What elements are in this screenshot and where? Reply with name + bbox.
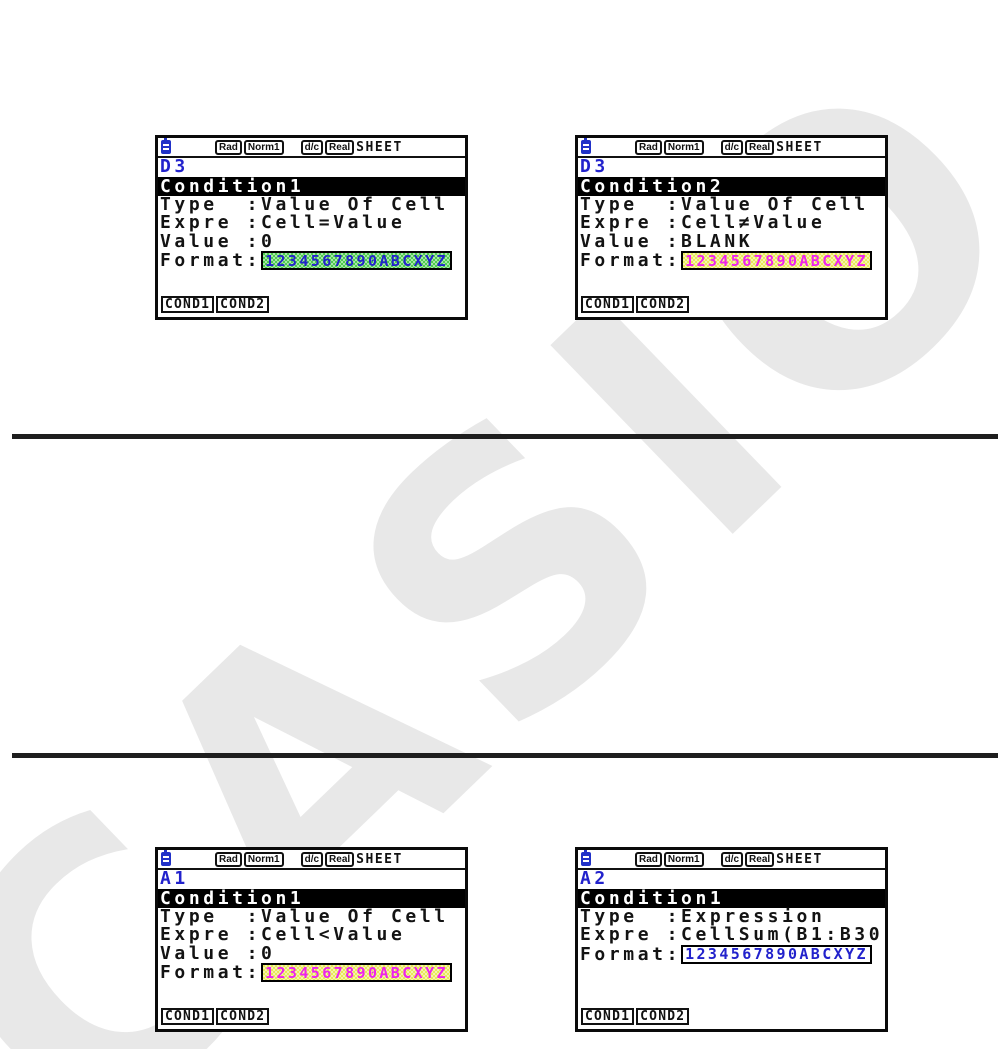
cond1-key: COND1 bbox=[161, 296, 215, 313]
type-line: Type :Expression bbox=[580, 905, 826, 927]
calc-screen-bottom-left: Rad Norm1 d/c Real SHEET A1 Condition1 T… bbox=[155, 847, 468, 1032]
type-line: Type :Value Of Cell bbox=[580, 193, 869, 215]
complex-mode-badge: Real bbox=[325, 139, 355, 155]
cond1-key: COND1 bbox=[161, 1008, 215, 1025]
expre-line: Expre :CellSum(B1:B30 bbox=[580, 924, 884, 946]
format-row: Format: 1234567890ABCXYZ bbox=[158, 250, 465, 272]
angle-mode-badge: Rad bbox=[635, 139, 662, 155]
cell-reference: D3 bbox=[580, 156, 609, 177]
format-sample-box: 1234567890ABCXYZ bbox=[261, 251, 452, 271]
angle-mode-badge: Rad bbox=[215, 139, 242, 155]
type-line: Type :Value Of Cell bbox=[160, 905, 449, 927]
condition-title-bar: Condition2 bbox=[578, 176, 885, 196]
value-line: Value :BLANK bbox=[580, 230, 754, 252]
display-mode-badge: Norm1 bbox=[243, 139, 284, 155]
expre-line: Expre :Cell<Value bbox=[160, 924, 406, 946]
separator-rule-bottom bbox=[12, 753, 998, 758]
cond2-key: COND2 bbox=[216, 1008, 270, 1025]
status-bar: Rad Norm1 d/c Real SHEET bbox=[578, 138, 885, 158]
complex-mode-badge: Real bbox=[745, 851, 775, 867]
app-name-label: SHEET bbox=[776, 139, 823, 155]
type-line: Type :Value Of Cell bbox=[160, 193, 449, 215]
cell-reference: A2 bbox=[580, 868, 609, 889]
app-name-label: SHEET bbox=[776, 851, 823, 867]
fraction-mode-badge: d/c bbox=[300, 851, 324, 867]
status-bar: Rad Norm1 d/c Real SHEET bbox=[158, 138, 465, 158]
condition-title-bar: Condition1 bbox=[158, 176, 465, 196]
calc-screen-top-right: Rad Norm1 d/c Real SHEET D3 Condition2 T… bbox=[575, 135, 888, 320]
cond1-key: COND1 bbox=[581, 1008, 635, 1025]
format-sample-box: 1234567890ABCXYZ bbox=[681, 251, 872, 271]
app-name-label: SHEET bbox=[356, 139, 403, 155]
cond2-key: COND2 bbox=[636, 296, 690, 313]
format-label: Format: bbox=[580, 250, 682, 272]
format-sample-box: 1234567890ABCXYZ bbox=[261, 963, 452, 983]
expre-line: Expre :Cell=Value bbox=[160, 212, 406, 234]
value-line: Value :0 bbox=[160, 230, 276, 252]
status-bar: Rad Norm1 d/c Real SHEET bbox=[158, 850, 465, 870]
cell-reference: A1 bbox=[160, 868, 189, 889]
format-label: Format: bbox=[160, 962, 262, 984]
format-label: Format: bbox=[580, 943, 682, 965]
battery-icon bbox=[161, 138, 171, 154]
format-sample-box: 1234567890ABCXYZ bbox=[681, 944, 872, 964]
cond1-key: COND1 bbox=[581, 296, 635, 313]
display-mode-badge: Norm1 bbox=[243, 851, 284, 867]
calc-screen-bottom-right: Rad Norm1 d/c Real SHEET A2 Condition1 T… bbox=[575, 847, 888, 1032]
calc-screen-top-left: Rad Norm1 d/c Real SHEET D3 Condition1 T… bbox=[155, 135, 468, 320]
battery-icon bbox=[161, 850, 171, 866]
display-mode-badge: Norm1 bbox=[663, 851, 704, 867]
expre-line: Expre :Cell≠Value bbox=[580, 212, 826, 234]
function-key-row: COND1 COND2 bbox=[581, 1008, 690, 1025]
status-bar: Rad Norm1 d/c Real SHEET bbox=[578, 850, 885, 870]
function-key-row: COND1 COND2 bbox=[161, 1008, 270, 1025]
format-row: Format: 1234567890ABCXYZ bbox=[578, 250, 885, 272]
cond2-key: COND2 bbox=[636, 1008, 690, 1025]
cond2-key: COND2 bbox=[216, 296, 270, 313]
value-line: Value :0 bbox=[160, 942, 276, 964]
angle-mode-badge: Rad bbox=[215, 851, 242, 867]
format-row: Format: 1234567890ABCXYZ bbox=[578, 943, 885, 965]
condition-title-bar: Condition1 bbox=[158, 888, 465, 908]
separator-rule-top bbox=[12, 434, 998, 439]
complex-mode-badge: Real bbox=[745, 139, 775, 155]
condition-title-bar: Condition1 bbox=[578, 888, 885, 908]
display-mode-badge: Norm1 bbox=[663, 139, 704, 155]
complex-mode-badge: Real bbox=[325, 851, 355, 867]
format-label: Format: bbox=[160, 250, 262, 272]
function-key-row: COND1 COND2 bbox=[581, 296, 690, 313]
function-key-row: COND1 COND2 bbox=[161, 296, 270, 313]
battery-icon bbox=[581, 850, 591, 866]
cell-reference: D3 bbox=[160, 156, 189, 177]
format-row: Format: 1234567890ABCXYZ bbox=[158, 962, 465, 984]
app-name-label: SHEET bbox=[356, 851, 403, 867]
battery-icon bbox=[581, 138, 591, 154]
fraction-mode-badge: d/c bbox=[720, 139, 744, 155]
fraction-mode-badge: d/c bbox=[720, 851, 744, 867]
angle-mode-badge: Rad bbox=[635, 851, 662, 867]
fraction-mode-badge: d/c bbox=[300, 139, 324, 155]
